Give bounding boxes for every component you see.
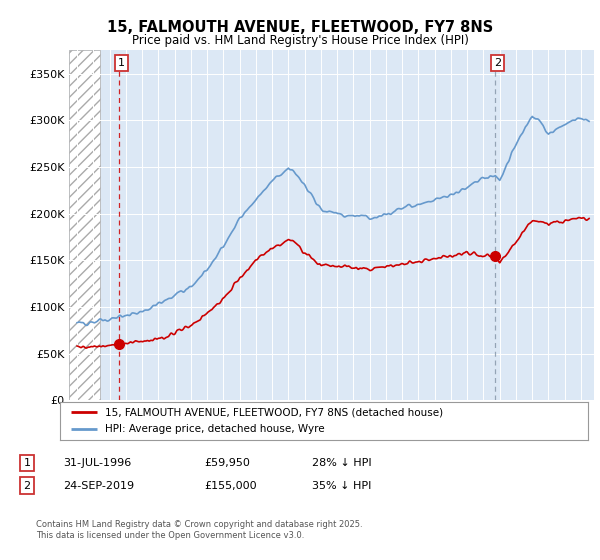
Text: 15, FALMOUTH AVENUE, FLEETWOOD, FY7 8NS (detached house): 15, FALMOUTH AVENUE, FLEETWOOD, FY7 8NS … [105,407,443,417]
Text: 15, FALMOUTH AVENUE, FLEETWOOD, FY7 8NS: 15, FALMOUTH AVENUE, FLEETWOOD, FY7 8NS [107,20,493,35]
Text: 1: 1 [118,58,125,68]
Text: HPI: Average price, detached house, Wyre: HPI: Average price, detached house, Wyre [105,424,325,434]
Text: 2: 2 [494,58,502,68]
Bar [69,50,100,400]
Text: 24-SEP-2019: 24-SEP-2019 [63,480,134,491]
Text: 1: 1 [23,458,31,468]
Text: £59,950: £59,950 [204,458,250,468]
Text: 35% ↓ HPI: 35% ↓ HPI [312,480,371,491]
Text: 31-JUL-1996: 31-JUL-1996 [63,458,131,468]
Text: 28% ↓ HPI: 28% ↓ HPI [312,458,371,468]
Text: 2: 2 [23,480,31,491]
Text: Contains HM Land Registry data © Crown copyright and database right 2025.
This d: Contains HM Land Registry data © Crown c… [36,520,362,540]
Text: Price paid vs. HM Land Registry's House Price Index (HPI): Price paid vs. HM Land Registry's House … [131,34,469,46]
Text: £155,000: £155,000 [204,480,257,491]
